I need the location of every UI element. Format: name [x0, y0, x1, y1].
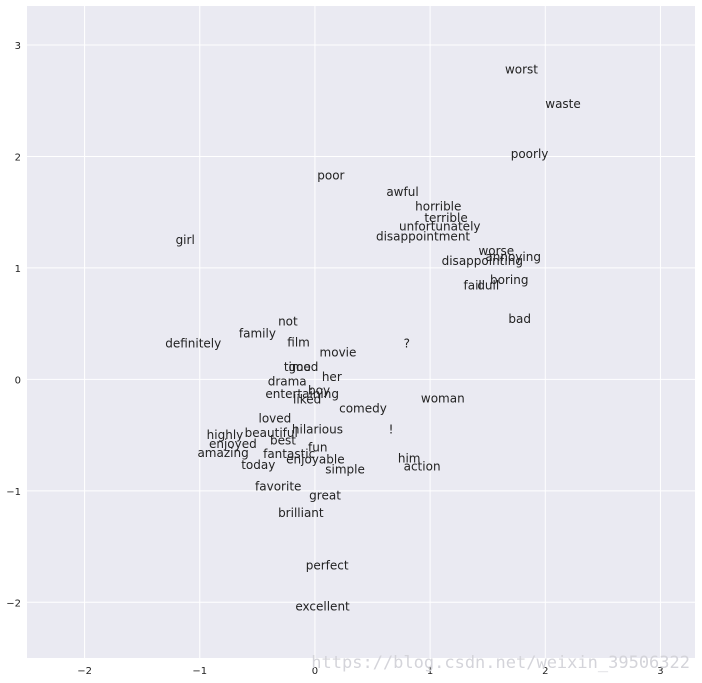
- word-point-label: fun: [308, 440, 327, 454]
- word-point-label: drama: [268, 375, 307, 389]
- word-point-label: awful: [386, 185, 418, 199]
- word-point-label: definitely: [165, 337, 221, 351]
- x-tick-label: −2: [77, 666, 92, 677]
- word-point-label: brilliant: [278, 506, 324, 520]
- word-point-label: film: [287, 336, 310, 350]
- word-point-label: favorite: [255, 479, 301, 493]
- y-tick-label: −2: [6, 598, 21, 609]
- word-point-label: movie: [320, 346, 357, 360]
- word-point-label: terrible: [424, 211, 467, 225]
- word-point-label: poor: [317, 168, 344, 182]
- word-point-label: time: [284, 360, 311, 374]
- x-tick-label: 3: [657, 666, 663, 677]
- word-point-label: enjoyable: [286, 453, 344, 467]
- word-point-label: fantastic: [263, 447, 315, 461]
- word-point-label: worse: [478, 244, 514, 258]
- word-point-label: excellent: [295, 600, 350, 614]
- word-point-label: dull: [477, 279, 499, 293]
- word-point-label: hilarious: [292, 423, 343, 437]
- word-point-label: boy: [308, 384, 330, 398]
- grid-lines: [27, 6, 695, 658]
- word-point-label: simple: [325, 463, 365, 477]
- word-point-label: girl: [176, 233, 195, 247]
- watermark-text: https://blog.csdn.net/weixin_39506322: [311, 653, 690, 673]
- y-tick-label: 3: [15, 41, 21, 52]
- x-tick-label: 2: [542, 666, 548, 677]
- word-point-label: not: [278, 314, 298, 328]
- x-tick-label: 1: [427, 666, 433, 677]
- word-point-label: poorly: [511, 147, 549, 161]
- word-point-label: unfortunately: [399, 220, 481, 234]
- word-point-label: family: [239, 327, 276, 341]
- word-point-label: enjoyed: [209, 437, 257, 451]
- y-tick-label: −1: [6, 487, 21, 498]
- word-point-label: !: [389, 423, 394, 437]
- word-point-label: waste: [545, 97, 581, 111]
- x-tick-label: 0: [312, 666, 318, 677]
- word-point-label: bad: [508, 312, 531, 326]
- y-tick-label: 1: [15, 264, 21, 275]
- word-point-label: horrible: [415, 200, 461, 214]
- y-tick-label: 2: [15, 152, 21, 163]
- word-point-label: good: [288, 360, 318, 374]
- word-point-label: comedy: [339, 401, 387, 415]
- word-point-label: fail: [464, 279, 482, 293]
- word-point-label: perfect: [306, 558, 349, 572]
- word-point-label: woman: [421, 391, 465, 405]
- word-point-label: amazing: [197, 446, 248, 460]
- plot-area: [27, 6, 695, 658]
- x-tick-label: −1: [192, 666, 207, 677]
- word-point-label: best: [270, 434, 296, 448]
- word-point-label: beautiful: [245, 426, 298, 440]
- word-point-label: highly: [207, 428, 244, 442]
- word-point-label: ?: [404, 337, 410, 351]
- word-point-label: her: [322, 370, 342, 384]
- word-point-label: him: [398, 451, 421, 465]
- word-point-label: loved: [258, 411, 291, 425]
- word-point-label: boring: [490, 273, 528, 287]
- word-point-label: annoying: [485, 250, 541, 264]
- word-labels: worst waste poorly poor awfulhorribleterribl…: [165, 63, 581, 614]
- word-point-label: action: [404, 459, 441, 473]
- word-point-label: worst: [505, 63, 538, 77]
- word-point-label: disappointment: [376, 230, 470, 244]
- word-point-label: liked: [293, 392, 321, 406]
- x-axis-ticks: −2 −1 0 1 2 3: [77, 666, 663, 677]
- word-point-label: entertaining: [265, 387, 339, 401]
- y-axis-ticks: −2 −1 0 1 2 3: [6, 41, 21, 609]
- y-tick-label: 0: [15, 375, 21, 386]
- word-point-label: today: [241, 458, 275, 472]
- word-point-label: great: [309, 488, 341, 502]
- word-point-label: disappointing: [442, 254, 523, 268]
